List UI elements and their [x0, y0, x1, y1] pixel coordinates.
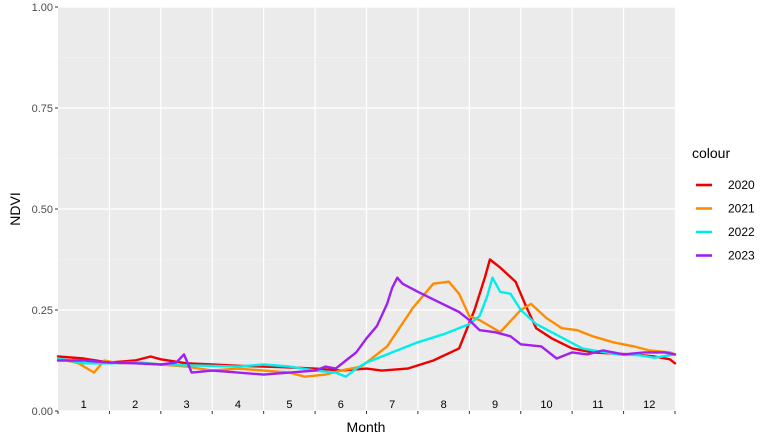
y-axis-title: NDVI	[7, 192, 23, 225]
y-axis-ticks: 0.00 0.25 0.50 0.75 1.00	[32, 2, 58, 418]
x-tick-label: 1	[81, 399, 87, 411]
legend-title: colour	[692, 145, 730, 161]
x-tick-label: 4	[235, 399, 241, 411]
legend: colour 2020 2021 2022 2023	[692, 145, 755, 267]
y-tick-label: 0.25	[32, 305, 53, 317]
x-tick-labels: 1 2 3 4 5 6 7 8 9 10 11 12	[81, 399, 656, 411]
y-tick-label: 0.00	[32, 406, 53, 418]
x-tick-label: 11	[592, 399, 603, 411]
y-tick-label: 1.00	[32, 2, 53, 14]
x-tick-label: 6	[338, 399, 344, 411]
x-axis-title: Month	[347, 419, 386, 435]
series-line-2022	[56, 276, 677, 378]
x-tick-label: 8	[441, 399, 447, 411]
legend-label-2023: 2023	[728, 249, 755, 263]
x-tick-label: 5	[286, 399, 292, 411]
x-axis-ticks	[57, 411, 676, 414]
y-tick-label: 0.50	[32, 204, 53, 216]
series-line-2020	[56, 258, 677, 372]
series-line-2023	[56, 276, 677, 376]
x-tick-label: 3	[183, 399, 189, 411]
x-tick-label: 2	[132, 399, 138, 411]
y-tick-label: 0.75	[32, 103, 53, 115]
legend-label-2021: 2021	[728, 202, 755, 216]
legend-label-2022: 2022	[728, 225, 755, 239]
x-tick-label: 9	[492, 399, 498, 411]
series-lines	[56, 258, 677, 378]
x-tick-label: 12	[643, 399, 655, 411]
x-tick-label: 7	[389, 399, 395, 411]
legend-label-2020: 2020	[728, 178, 755, 192]
x-tick-label: 10	[540, 399, 552, 411]
